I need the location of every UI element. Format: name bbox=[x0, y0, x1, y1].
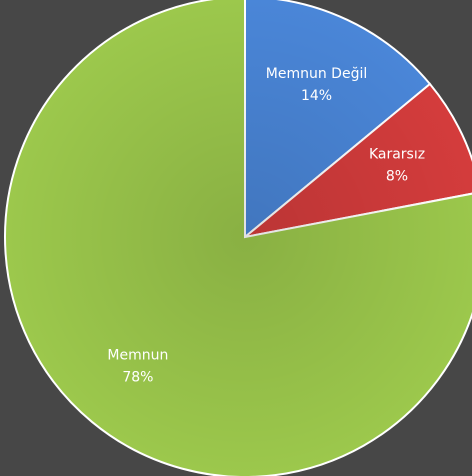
slice-label: Kararsız bbox=[369, 146, 425, 162]
slice-label: Memnun Değil bbox=[266, 66, 367, 82]
slice-value-label: 14% bbox=[301, 88, 332, 104]
slice-value-label: 78% bbox=[122, 369, 153, 385]
slice-value-label: 8% bbox=[386, 168, 408, 184]
slice-label: Memnun bbox=[107, 347, 168, 363]
